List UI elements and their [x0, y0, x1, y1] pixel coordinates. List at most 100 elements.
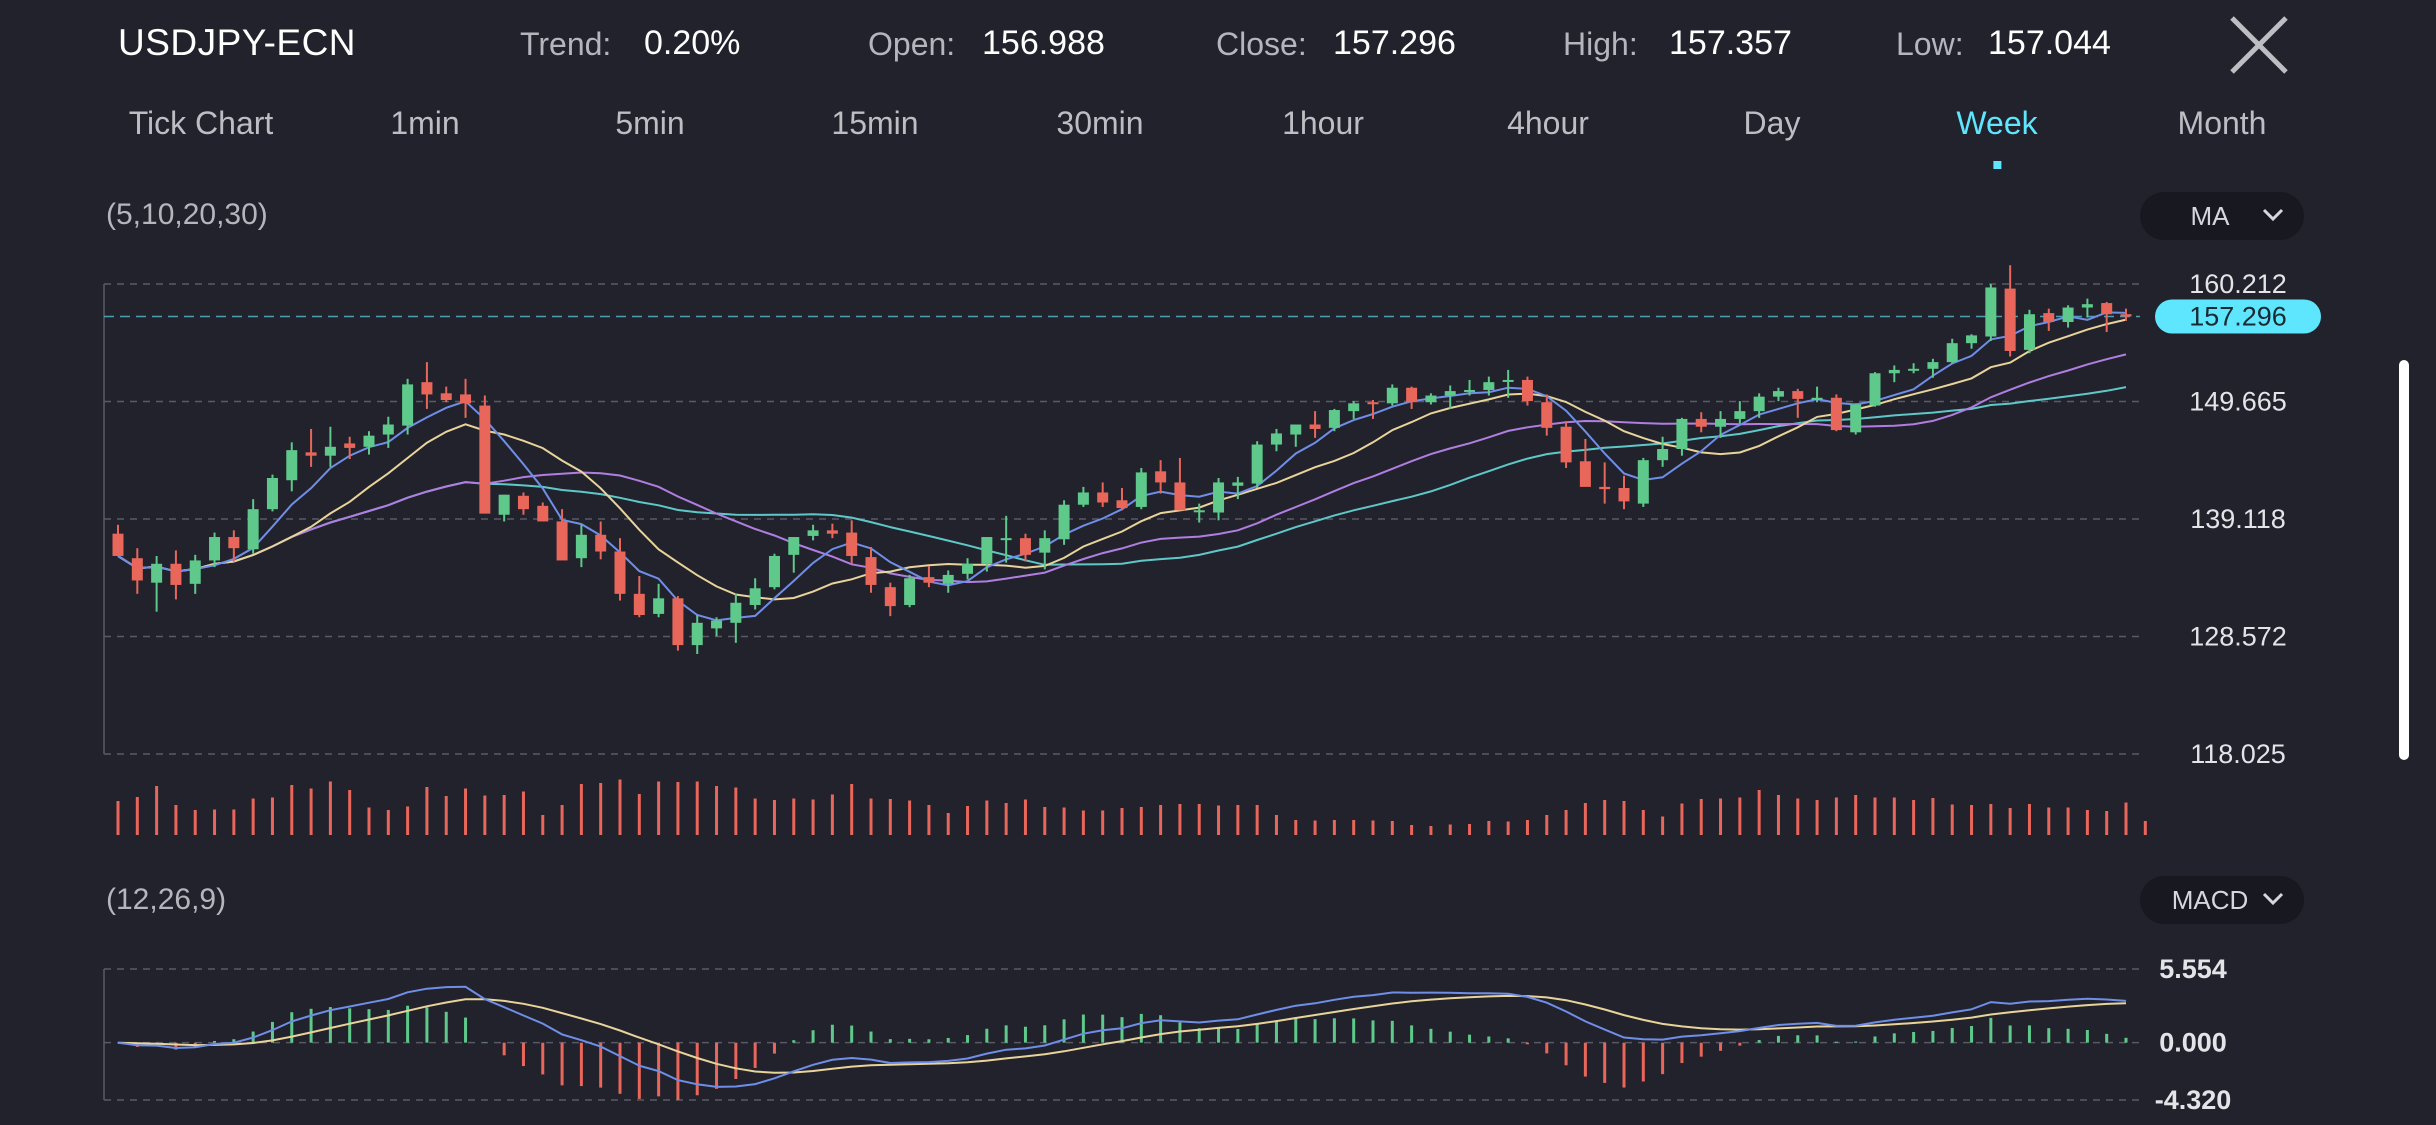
- price-tick-label: 118.025: [2190, 739, 2286, 769]
- tab-tick-chart[interactable]: Tick Chart: [128, 105, 274, 141]
- candle-body: [1657, 449, 1669, 461]
- candle: [1135, 467, 1147, 510]
- candle: [1406, 386, 1418, 409]
- candle: [1444, 385, 1456, 409]
- candle: [1676, 417, 1688, 456]
- candle-body: [826, 530, 838, 534]
- close-button[interactable]: [2228, 14, 2290, 76]
- candle: [421, 362, 433, 409]
- candle-body: [1676, 418, 1688, 450]
- candle-body: [266, 477, 278, 510]
- candle: [1270, 428, 1282, 452]
- candle-body: [344, 443, 356, 448]
- candle-body: [865, 557, 877, 585]
- candle: [1869, 372, 1881, 407]
- candle-body: [904, 578, 916, 605]
- candle-body: [1985, 287, 1997, 337]
- candle: [1753, 393, 1765, 418]
- candle-body: [807, 530, 819, 536]
- candle-body: [1715, 418, 1727, 427]
- candle: [1715, 411, 1727, 438]
- tab-30min[interactable]: 30min: [1056, 105, 1144, 141]
- macd-dif-line: [117, 985, 2127, 1088]
- candle: [382, 416, 394, 448]
- ma-selector[interactable]: MA: [2140, 192, 2304, 240]
- candle: [1579, 438, 1591, 487]
- candle-body: [1174, 482, 1186, 511]
- candle: [112, 524, 124, 556]
- candle: [1058, 500, 1070, 545]
- candle-body: [1888, 369, 1900, 374]
- candle: [826, 523, 838, 539]
- candle-body: [460, 394, 472, 404]
- candle: [2120, 308, 2132, 321]
- tab-week[interactable]: Week: [1956, 105, 2038, 169]
- candle: [2043, 308, 2055, 331]
- candle: [884, 582, 896, 617]
- candle-body: [209, 537, 221, 561]
- candle: [1521, 376, 1533, 406]
- ma5-line: [117, 311, 2127, 622]
- candle: [1328, 408, 1340, 432]
- candle-body: [1251, 444, 1263, 484]
- candle-body: [1077, 492, 1089, 505]
- candle-body: [421, 382, 433, 395]
- tab-1hour[interactable]: 1hour: [1282, 105, 1364, 141]
- candle-body: [595, 534, 607, 552]
- candle: [595, 521, 607, 560]
- candle-body: [1792, 391, 1804, 399]
- tab-4hour[interactable]: 4hour: [1507, 105, 1589, 141]
- candle: [1425, 393, 1437, 405]
- candle-body: [1927, 362, 1939, 369]
- tab-15min[interactable]: 15min: [831, 105, 919, 141]
- candle-body: [749, 588, 761, 605]
- candle-body: [2101, 303, 2113, 315]
- candle-body: [1058, 504, 1070, 540]
- candle-body: [1695, 418, 1707, 427]
- candle-body: [1637, 460, 1649, 504]
- candle-body: [556, 521, 568, 561]
- price-tick-label: 128.572: [2189, 621, 2287, 651]
- candle: [691, 615, 703, 655]
- macd-params: (12,26,9): [106, 883, 227, 916]
- low-label: Low:: [1896, 26, 1964, 62]
- candle: [1193, 503, 1205, 523]
- tab-5min[interactable]: 5min: [615, 105, 685, 141]
- open-value: 156.988: [982, 24, 1105, 62]
- price-tick-label: 149.665: [2189, 387, 2287, 417]
- candle-body: [112, 533, 124, 556]
- candle-body: [633, 593, 645, 616]
- candle-body: [517, 495, 529, 510]
- candle-body: [1753, 396, 1765, 412]
- candle-body: [305, 452, 317, 456]
- candle: [209, 532, 221, 568]
- tab-1min[interactable]: 1min: [390, 105, 460, 141]
- candle-body: [537, 505, 549, 522]
- candle-body: [1830, 397, 1842, 431]
- high-label: High:: [1563, 26, 1638, 62]
- candle-body: [498, 494, 510, 515]
- chevron-down-icon: [2262, 208, 2284, 222]
- macd-selector[interactable]: MACD: [2140, 876, 2304, 924]
- candle: [1541, 394, 1553, 436]
- candle: [1734, 401, 1746, 424]
- candle: [807, 524, 819, 541]
- macd-tick-label: -4.320: [2155, 1085, 2232, 1115]
- candle: [788, 537, 800, 573]
- candle-body: [1367, 402, 1379, 405]
- candle: [2062, 305, 2074, 328]
- candle: [1290, 424, 1302, 447]
- candle: [749, 578, 761, 610]
- vertical-scrollbar[interactable]: [2399, 360, 2409, 760]
- candle-body: [1560, 426, 1572, 463]
- candle: [1174, 457, 1186, 511]
- candle-body: [962, 563, 974, 574]
- tab-month[interactable]: Month: [2177, 105, 2267, 141]
- candle-body: [2004, 288, 2016, 351]
- candle-body: [286, 450, 298, 481]
- candle: [1348, 401, 1360, 419]
- candle: [1985, 284, 1997, 341]
- tab-day[interactable]: Day: [1743, 105, 1801, 141]
- candle: [981, 537, 993, 572]
